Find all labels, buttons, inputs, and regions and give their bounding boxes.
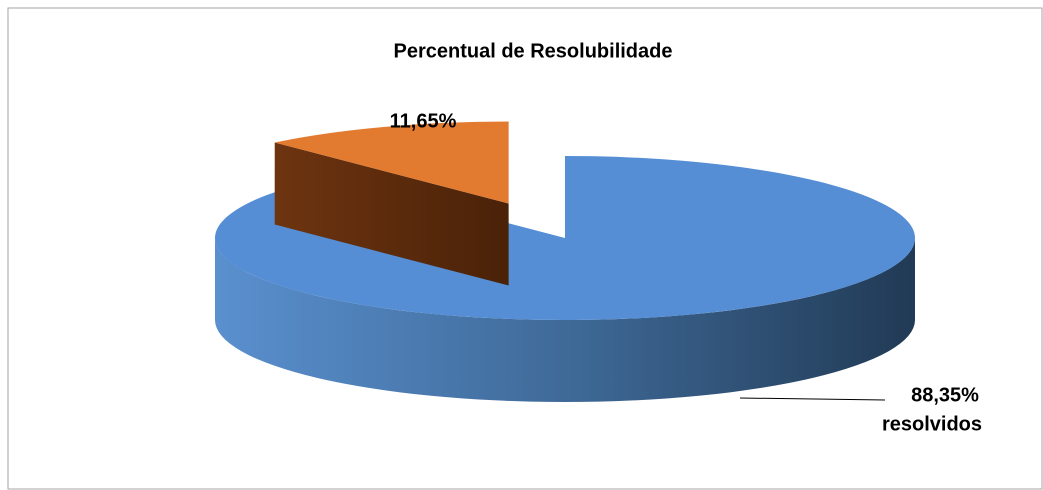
leader-line [739, 397, 886, 401]
chart-border [7, 7, 1043, 490]
category-label: resolvidos [882, 413, 982, 435]
pie-side [215, 238, 915, 402]
pie-slice [274, 121, 509, 204]
pie-side [274, 142, 509, 286]
data-label: 11,65% [390, 110, 457, 132]
chart-title: Percentual de Resolubilidade [394, 40, 673, 62]
data-label: 88,35% [911, 384, 979, 406]
